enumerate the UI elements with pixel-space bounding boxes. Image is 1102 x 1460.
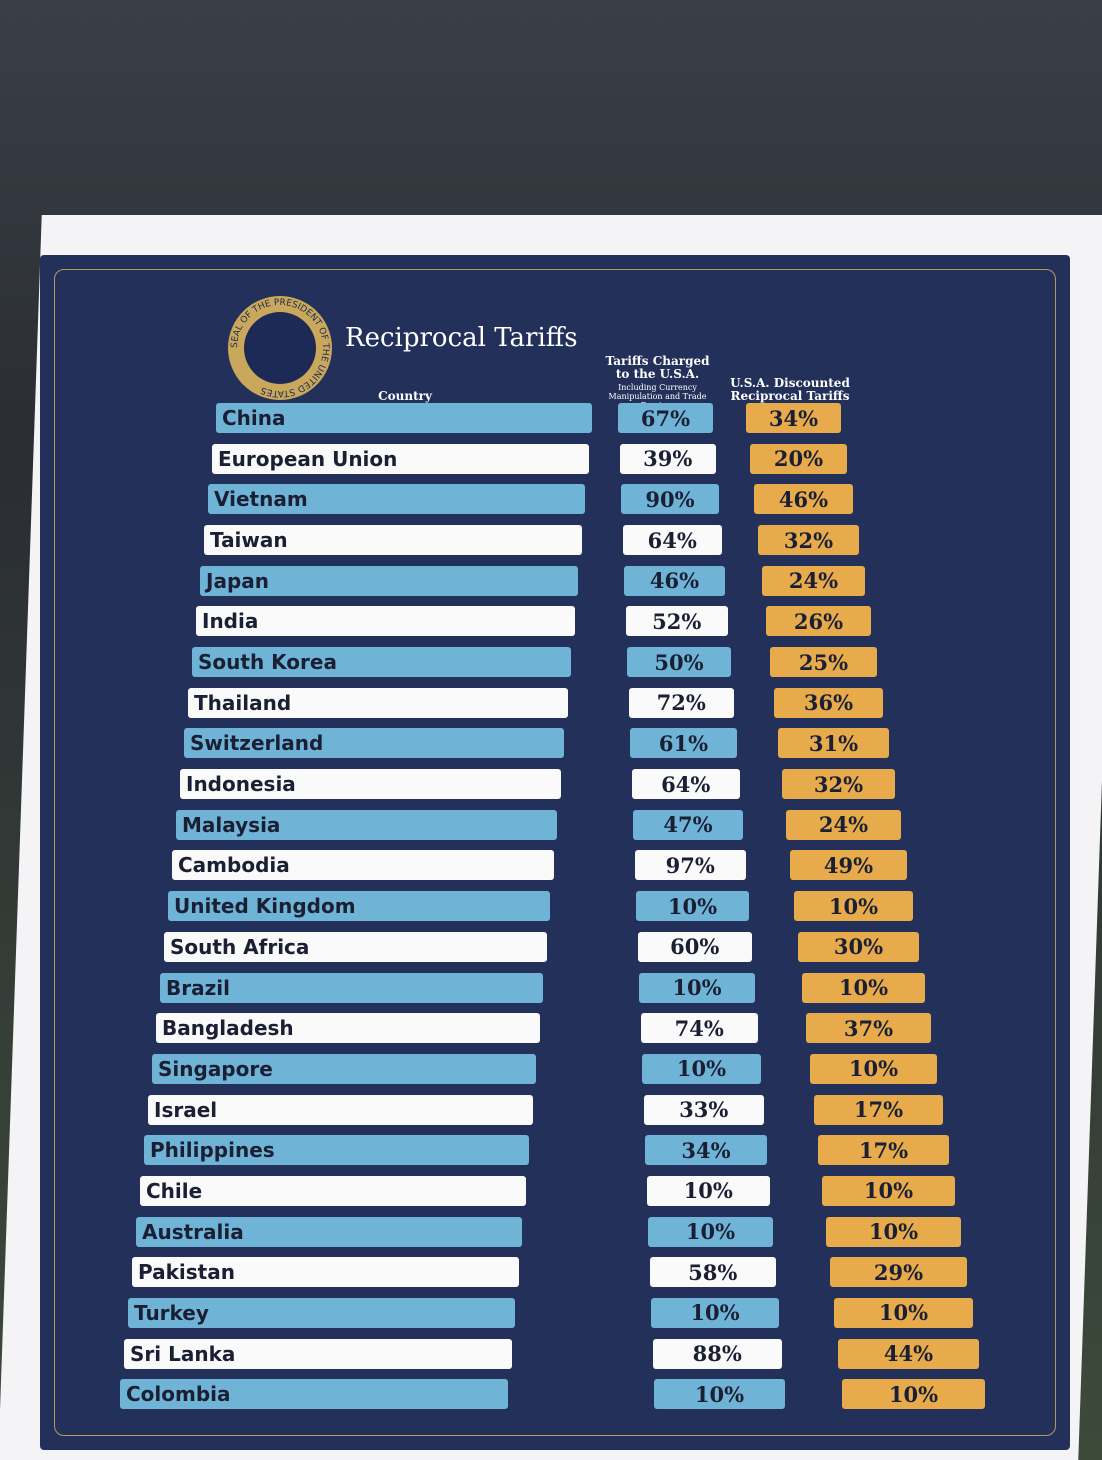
country-cell: India xyxy=(196,606,575,637)
charged-cell: 64% xyxy=(631,769,740,800)
country-cell: Israel xyxy=(148,1094,533,1125)
charged-cell: 34% xyxy=(645,1135,767,1166)
country-cell: Bangladesh xyxy=(156,1013,540,1044)
charged-cell: 46% xyxy=(624,565,725,596)
charged-cell: 52% xyxy=(625,606,728,637)
charged-cell: 39% xyxy=(619,443,716,474)
discounted-cell: 29% xyxy=(830,1257,967,1288)
discounted-cell: 10% xyxy=(842,1379,985,1410)
discounted-cell: 10% xyxy=(826,1216,961,1247)
discounted-cell: 46% xyxy=(754,484,853,515)
country-cell: Brazil xyxy=(160,972,543,1003)
discounted-cell: 32% xyxy=(758,525,859,556)
border xyxy=(54,269,1056,1436)
charged-cell: 10% xyxy=(654,1379,785,1410)
discounted-cell: 24% xyxy=(762,565,865,596)
discounted-cell: 44% xyxy=(838,1338,979,1369)
presidential-seal: SEAL OF THE PRESIDENT OF THE UNITED STAT… xyxy=(228,296,332,400)
discounted-cell: 20% xyxy=(750,443,847,474)
country-cell: Philippines xyxy=(144,1135,529,1166)
country-cell: Cambodia xyxy=(172,850,554,881)
charged-cell: 47% xyxy=(633,809,743,840)
country-cell: Sri Lanka xyxy=(124,1338,512,1369)
discounted-cell: 30% xyxy=(798,931,919,962)
charged-cell: 33% xyxy=(643,1094,764,1125)
discounted-cell: 10% xyxy=(822,1175,955,1206)
country-cell: Singapore xyxy=(152,1053,536,1084)
country-cell: Switzerland xyxy=(184,728,564,759)
country-cell: Pakistan xyxy=(132,1257,519,1288)
country-cell: Indonesia xyxy=(180,769,561,800)
discounted-cell: 31% xyxy=(778,728,889,759)
discounted-cell: 24% xyxy=(786,809,901,840)
country-cell: Turkey xyxy=(128,1297,515,1328)
discounted-cell: 10% xyxy=(802,972,925,1003)
country-cell: Australia xyxy=(136,1216,522,1247)
charged-cell: 61% xyxy=(630,728,737,759)
discounted-cell: 26% xyxy=(766,606,871,637)
discounted-cell: 10% xyxy=(834,1297,973,1328)
charged-cell: 74% xyxy=(640,1013,758,1044)
charged-cell: 67% xyxy=(618,403,713,433)
tariff-sheet: SEAL OF THE PRESIDENT OF THE UNITED STAT… xyxy=(40,255,1070,1450)
country-cell: South Africa xyxy=(164,931,547,962)
country-cell: Taiwan xyxy=(204,525,582,556)
charged-cell: 72% xyxy=(628,687,734,718)
title: Reciprocal Tariffs xyxy=(345,323,578,353)
discounted-cell: 49% xyxy=(790,850,907,881)
country-cell: South Korea xyxy=(192,647,571,678)
charged-cell: 10% xyxy=(648,1216,773,1247)
discounted-cell: 25% xyxy=(770,647,877,678)
country-cell: United Kingdom xyxy=(168,891,550,922)
charged-cell: 60% xyxy=(637,931,752,962)
country-cell: Vietnam xyxy=(208,484,585,515)
charged-cell: 97% xyxy=(634,850,746,881)
country-cell: European Union xyxy=(212,443,589,474)
charged-cell: 10% xyxy=(642,1053,761,1084)
discounted-cell: 37% xyxy=(806,1013,931,1044)
charged-cell: 10% xyxy=(636,891,749,922)
discounted-cell: 10% xyxy=(794,891,913,922)
country-cell: Japan xyxy=(200,565,578,596)
country-cell: Colombia xyxy=(120,1379,508,1410)
charged-cell: 50% xyxy=(627,647,731,678)
discounted-cell: 17% xyxy=(814,1094,943,1125)
charged-cell: 58% xyxy=(649,1257,776,1288)
column-header: Tariffs Charged to the U.S.A. xyxy=(605,354,710,381)
charged-cell: 90% xyxy=(621,484,719,515)
country-cell: Thailand xyxy=(188,687,568,718)
charged-cell: 88% xyxy=(652,1338,782,1369)
country-cell: Malaysia xyxy=(176,809,557,840)
country-cell: Chile xyxy=(140,1175,526,1206)
column-header: Country xyxy=(378,389,432,403)
charged-cell: 10% xyxy=(646,1175,770,1206)
charged-cell: 64% xyxy=(622,525,722,556)
discounted-cell: 36% xyxy=(774,687,883,718)
discounted-cell: 10% xyxy=(810,1053,937,1084)
charged-cell: 10% xyxy=(651,1297,779,1328)
charged-cell: 10% xyxy=(639,972,755,1003)
discounted-cell: 34% xyxy=(746,403,841,433)
column-header: U.S.A. Discounted Reciprocal Tariffs xyxy=(730,376,850,403)
country-cell: China xyxy=(216,403,592,433)
discounted-cell: 32% xyxy=(782,769,895,800)
seal-center xyxy=(244,312,316,384)
discounted-cell: 17% xyxy=(818,1135,949,1166)
